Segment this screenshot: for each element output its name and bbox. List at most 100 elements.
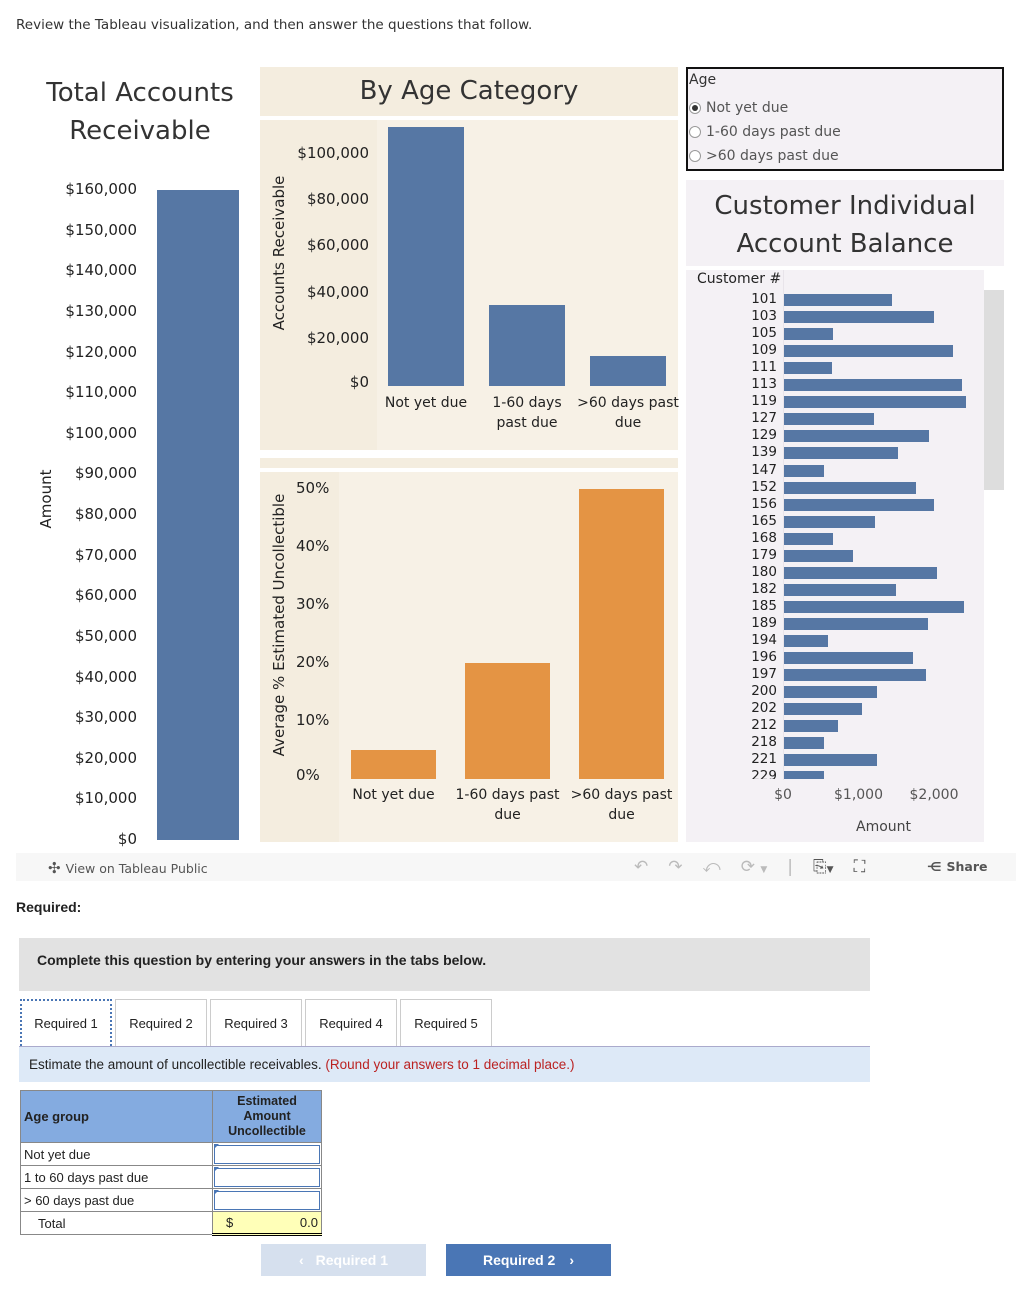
clip (686, 779, 984, 791)
customer-bar (783, 311, 934, 324)
customer-bar (783, 703, 862, 716)
bar-pct-2 (579, 489, 664, 779)
customer-label: 113 (751, 376, 777, 393)
y-tick-label: 10% (296, 711, 330, 729)
customer-bar (783, 720, 839, 733)
customer-label: 197 (751, 666, 777, 683)
age-filter: Age Not yet due 1-60 days past due >60 day… (686, 67, 1004, 171)
scrollbar[interactable] (984, 290, 1004, 490)
y-tick-label: $70,000 (74, 545, 137, 564)
gridline (783, 270, 784, 780)
instruction: Estimate the amount of uncollectible rec… (29, 1057, 322, 1072)
x-category-label: due (608, 807, 635, 823)
x-tick-label: $2,000 (909, 787, 959, 803)
share-button[interactable]: ⋲ Share (927, 859, 987, 874)
share-label: Share (946, 859, 988, 874)
y-tick-label: $80,000 (306, 190, 369, 209)
y-tick-label: $130,000 (65, 301, 137, 320)
tab-required-5[interactable]: Required 5 (400, 999, 492, 1046)
x-category-label: Not yet due (352, 787, 435, 803)
view-on-tableau-link[interactable]: ✣ View on Tableau Public (48, 859, 208, 877)
x-category-label: >60 days past (570, 787, 673, 803)
view-label: View on Tableau Public (65, 860, 208, 876)
total-label: Total (20, 1211, 213, 1235)
y-tick-label: 20% (296, 653, 330, 671)
y-tick-label: $160,000 (65, 180, 137, 198)
y-tick-label: $60,000 (74, 586, 137, 605)
age-radio-option[interactable]: Not yet due (689, 96, 1002, 120)
y-axis-label: Average % Estimated Uncollectible (270, 493, 288, 757)
customer-label: 180 (751, 563, 777, 580)
prev-button[interactable]: ‹ Required 1 (261, 1244, 426, 1276)
customer-label: 156 (751, 495, 777, 512)
undo-icon[interactable]: ↶ (634, 857, 649, 877)
y-tick-label: $110,000 (65, 383, 137, 402)
customer-label: 103 (751, 308, 777, 325)
bar-ar-1 (489, 305, 565, 386)
title-line: Receivable (69, 116, 211, 146)
customer-bar (783, 464, 824, 477)
customer-label: 101 (751, 291, 777, 307)
radio-icon[interactable] (689, 126, 701, 138)
y-tick-label: $0 (117, 830, 137, 848)
customer-bar (783, 430, 930, 443)
revert-icon[interactable]: ⤺ (702, 857, 721, 877)
required-label: Required: (16, 899, 82, 915)
customer-bar (783, 600, 965, 613)
customer-title-panel (686, 180, 1004, 266)
customer-label: 189 (751, 614, 777, 631)
age-radio-option[interactable]: >60 days past due (689, 144, 1002, 168)
amount-input[interactable] (214, 1190, 320, 1210)
y-tick-label: $120,000 (65, 342, 137, 361)
redo-icon[interactable]: ↷ (668, 857, 683, 877)
x-tick-label: $0 (774, 787, 792, 803)
fullscreen-icon[interactable]: ⛶ (853, 857, 866, 877)
customer-label: 127 (751, 410, 777, 427)
y-tick-label: $80,000 (74, 505, 137, 523)
bar-ar-2 (590, 355, 666, 386)
bar-pct-1 (465, 663, 550, 779)
y-tick-label: $30,000 (74, 708, 137, 727)
customer-bar (783, 294, 893, 306)
next-button[interactable]: Required 2 › (446, 1244, 611, 1276)
x-category-label: >60 days past (577, 395, 679, 411)
next-label: Required 2 (482, 1252, 556, 1268)
customer-bar (783, 583, 897, 596)
customer-label: 212 (751, 717, 777, 734)
title-line: Total Accounts (46, 78, 234, 108)
question-box: Complete this question by entering your … (19, 938, 870, 991)
table-row: 1 to 60 days past due (20, 1165, 322, 1189)
tab-required-3[interactable]: Required 3 (210, 999, 302, 1046)
total-value: 0.0 (299, 1215, 318, 1230)
age-group-label: Not yet due (20, 1142, 213, 1166)
download-icon[interactable]: ⎘▼ (813, 857, 834, 877)
age-radio-option[interactable]: 1-60 days past due (689, 120, 1002, 144)
amount-input[interactable] (214, 1167, 320, 1187)
bar-total (157, 190, 239, 840)
table-row: > 60 days past due (20, 1188, 322, 1212)
tab-required-2[interactable]: Required 2 (115, 999, 207, 1046)
total-cell: $ 0.0 (212, 1211, 322, 1236)
customer-bar (783, 652, 913, 665)
refresh-icon[interactable]: ⟳ ▼ (740, 857, 768, 877)
y-tick-label: $140,000 (65, 261, 137, 280)
radio-icon[interactable] (689, 102, 701, 114)
customer-bar (783, 481, 916, 494)
customer-label: 165 (751, 512, 777, 529)
tableau-toolbar (16, 853, 1016, 881)
answer-table: Age group Estimated Amount Uncollectible… (20, 1090, 322, 1236)
col-age-group: Age group (20, 1090, 213, 1143)
share-icon: ⋲ (927, 859, 942, 874)
tab-required-1[interactable]: Required 1 (20, 999, 112, 1046)
customer-label: 119 (751, 393, 777, 410)
radio-icon[interactable] (689, 150, 701, 162)
customer-label: 221 (751, 751, 777, 768)
tab-required-4[interactable]: Required 4 (305, 999, 397, 1046)
x-category-label: past due (496, 415, 558, 431)
amount-input[interactable] (214, 1144, 320, 1164)
customer-bar (783, 669, 927, 682)
y-tick-label: $10,000 (74, 789, 137, 808)
customer-bar (783, 515, 876, 528)
customer-label: 111 (751, 359, 777, 376)
row-header: Customer # (697, 271, 782, 287)
